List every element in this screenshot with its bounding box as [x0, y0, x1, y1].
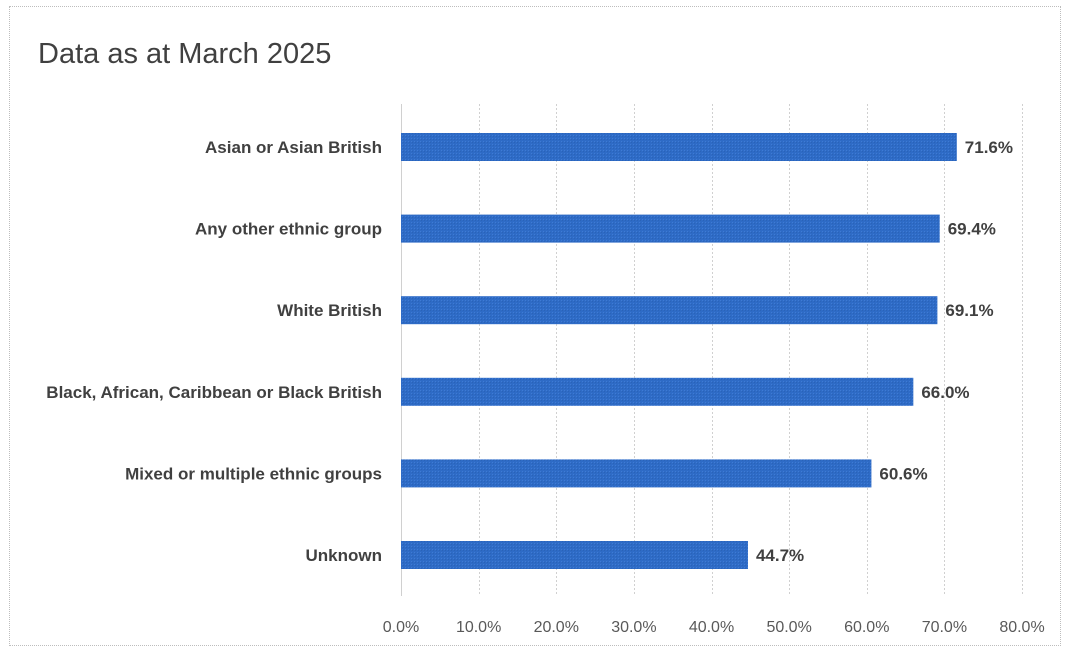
x-tick-label: 40.0% — [689, 619, 734, 636]
data-label: 69.4% — [948, 220, 996, 239]
data-labels: 71.6% 69.4% 69.1% 66.0% 60.6% 44.7% — [756, 138, 1013, 565]
data-label: 71.6% — [965, 138, 1013, 157]
bar — [401, 459, 872, 488]
category-labels: Asian or Asian British Any other ethnic g… — [46, 138, 382, 565]
x-tick-label: 10.0% — [456, 619, 501, 636]
category-label: Asian or Asian British — [205, 138, 382, 157]
x-tick-label: 0.0% — [383, 619, 419, 636]
x-tick-labels: 0.0% 10.0% 20.0% 30.0% 40.0% 50.0% 60.0% 70.0% 8… — [383, 619, 1045, 636]
data-label: 44.7% — [756, 546, 804, 565]
x-tick-label: 80.0% — [999, 619, 1044, 636]
bars — [401, 133, 957, 569]
bar — [401, 377, 914, 406]
data-label: 60.6% — [879, 464, 927, 483]
gridlines — [401, 104, 1023, 596]
x-tick-label: 30.0% — [611, 619, 656, 636]
bar — [401, 214, 940, 243]
x-tick-label: 70.0% — [922, 619, 967, 636]
x-tick-label: 50.0% — [766, 619, 811, 636]
data-label: 69.1% — [945, 301, 993, 320]
x-tick-label: 60.0% — [844, 619, 889, 636]
category-label: Black, African, Caribbean or Black Briti… — [46, 383, 382, 402]
x-tick-label: 20.0% — [534, 619, 579, 636]
chart-frame — [9, 6, 1061, 646]
category-label: Any other ethnic group — [195, 220, 382, 239]
bar — [401, 541, 748, 569]
data-label: 66.0% — [921, 383, 969, 402]
bar — [401, 133, 957, 161]
category-label: Mixed or multiple ethnic groups — [125, 464, 382, 483]
bar — [401, 296, 938, 325]
chart-title: Data as at March 2025 — [38, 38, 332, 70]
category-label: Unknown — [306, 546, 383, 565]
category-label: White British — [277, 301, 382, 320]
